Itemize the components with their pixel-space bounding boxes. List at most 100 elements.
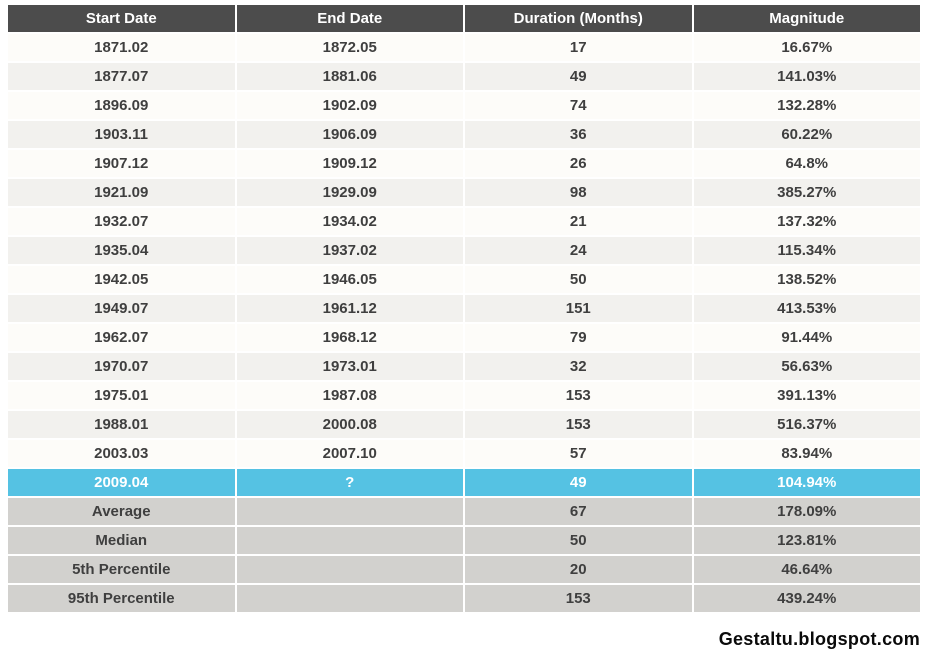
cell-magnitude: 115.34% (693, 237, 920, 264)
summary-cell-duration_months: 67 (465, 498, 692, 525)
cell-end_date: 2000.08 (236, 411, 463, 438)
cell-end_date: 1937.02 (236, 237, 463, 264)
cell-magnitude: 141.03% (693, 63, 920, 90)
summary-cell-magnitude: 46.64% (693, 556, 920, 583)
cell-duration_months: 74 (465, 92, 692, 119)
cell-end_date: 1909.12 (236, 150, 463, 177)
cell-end_date: 1946.05 (236, 266, 463, 293)
cell-end_date: 1987.08 (236, 382, 463, 409)
summary-cell-duration_months: 50 (465, 527, 692, 554)
table-row: 1932.07 1934.02 21 137.32% (8, 208, 920, 235)
cell-magnitude: 91.44% (693, 324, 920, 351)
cell-start_date: 1871.02 (8, 34, 235, 61)
cell-start_date: 1907.12 (8, 150, 235, 177)
cell-duration_months: 49 (465, 63, 692, 90)
cell-duration_months: 57 (465, 440, 692, 467)
summary-cell-label: 95th Percentile (8, 585, 235, 612)
table-row: 1907.12 1909.12 26 64.8% (8, 150, 920, 177)
cell-start_date: 2009.04 (8, 469, 235, 496)
cell-magnitude: 138.52% (693, 266, 920, 293)
cell-start_date: 1988.01 (8, 411, 235, 438)
cell-magnitude: 385.27% (693, 179, 920, 206)
table-row: 1921.09 1929.09 98 385.27% (8, 179, 920, 206)
summary-cell-end_date (236, 556, 463, 583)
cell-duration_months: 36 (465, 121, 692, 148)
cell-end_date: 1906.09 (236, 121, 463, 148)
table-row: 2003.03 2007.10 57 83.94% (8, 440, 920, 467)
cell-start_date: 1877.07 (8, 63, 235, 90)
cell-start_date: 1975.01 (8, 382, 235, 409)
summary-row: 5th Percentile 20 46.64% (8, 556, 920, 583)
table-row: 1896.09 1902.09 74 132.28% (8, 92, 920, 119)
cell-end_date: 1961.12 (236, 295, 463, 322)
cell-duration_months: 17 (465, 34, 692, 61)
cell-start_date: 1962.07 (8, 324, 235, 351)
table-row: 1877.07 1881.06 49 141.03% (8, 63, 920, 90)
table-row: 1903.11 1906.09 36 60.22% (8, 121, 920, 148)
summary-cell-label: Average (8, 498, 235, 525)
table-row: 1949.07 1961.12 151 413.53% (8, 295, 920, 322)
summary-cell-magnitude: 439.24% (693, 585, 920, 612)
column-header: End Date (236, 5, 463, 32)
current-drawdown-row: 2009.04? 49 104.94% (8, 469, 920, 496)
cell-start_date: 1949.07 (8, 295, 235, 322)
summary-cell-duration_months: 153 (465, 585, 692, 612)
cell-end_date: 1968.12 (236, 324, 463, 351)
cell-duration_months: 79 (465, 324, 692, 351)
footer-credit: Gestaltu.blogspot.com (718, 629, 920, 649)
column-header: Start Date (8, 5, 235, 32)
cell-end_date: 1881.06 (236, 63, 463, 90)
cell-magnitude: 56.63% (693, 353, 920, 380)
summary-cell-magnitude: 178.09% (693, 498, 920, 525)
cell-start_date: 1970.07 (8, 353, 235, 380)
summary-cell-label: 5th Percentile (8, 556, 235, 583)
table-row: 1871.02 1872.05 17 16.67% (8, 34, 920, 61)
cell-end_date: 1872.05 (236, 34, 463, 61)
table-row: 1975.01 1987.08 153 391.13% (8, 382, 920, 409)
cell-start_date: 1921.09 (8, 179, 235, 206)
table-row: 1942.05 1946.05 50 138.52% (8, 266, 920, 293)
cell-duration_months: 151 (465, 295, 692, 322)
summary-cell-end_date (236, 498, 463, 525)
cell-start_date: 1935.04 (8, 237, 235, 264)
cell-duration_months: 98 (465, 179, 692, 206)
table-row: 1988.01 2000.08 153 516.37% (8, 411, 920, 438)
cell-duration_months: 26 (465, 150, 692, 177)
cell-end_date: 1934.02 (236, 208, 463, 235)
cell-end_date: ? (236, 469, 463, 496)
table-header-row: Start Date End Date Duration (Months) Magni… (8, 5, 920, 32)
summary-cell-label: Median (8, 527, 235, 554)
cell-duration_months: 32 (465, 353, 692, 380)
summary-row: 95th Percentile 153 439.24% (8, 585, 920, 612)
summary-cell-magnitude: 123.81% (693, 527, 920, 554)
cell-start_date: 2003.03 (8, 440, 235, 467)
cell-end_date: 1902.09 (236, 92, 463, 119)
cell-end_date: 1973.01 (236, 353, 463, 380)
cell-magnitude: 413.53% (693, 295, 920, 322)
summary-row: Average 67 178.09% (8, 498, 920, 525)
cell-start_date: 1942.05 (8, 266, 235, 293)
cell-start_date: 1903.11 (8, 121, 235, 148)
column-header: Duration (Months) (465, 5, 692, 32)
cell-duration_months: 50 (465, 266, 692, 293)
cell-magnitude: 64.8% (693, 150, 920, 177)
drawdown-table: Start Date End Date Duration (Months) Magni… (8, 5, 920, 612)
cell-end_date: 1929.09 (236, 179, 463, 206)
cell-magnitude: 60.22% (693, 121, 920, 148)
table-row: 1962.07 1968.12 79 91.44% (8, 324, 920, 351)
table-row: 1935.04 1937.02 24 115.34% (8, 237, 920, 264)
cell-duration_months: 24 (465, 237, 692, 264)
cell-duration_months: 49 (465, 469, 692, 496)
cell-magnitude: 83.94% (693, 440, 920, 467)
table-row: 1970.07 1973.01 32 56.63% (8, 353, 920, 380)
cell-magnitude: 16.67% (693, 34, 920, 61)
summary-cell-end_date (236, 585, 463, 612)
cell-magnitude: 137.32% (693, 208, 920, 235)
summary-cell-end_date (236, 527, 463, 554)
cell-magnitude: 132.28% (693, 92, 920, 119)
cell-duration_months: 153 (465, 411, 692, 438)
cell-magnitude: 516.37% (693, 411, 920, 438)
column-header: Magnitude (693, 5, 920, 32)
cell-magnitude: 391.13% (693, 382, 920, 409)
